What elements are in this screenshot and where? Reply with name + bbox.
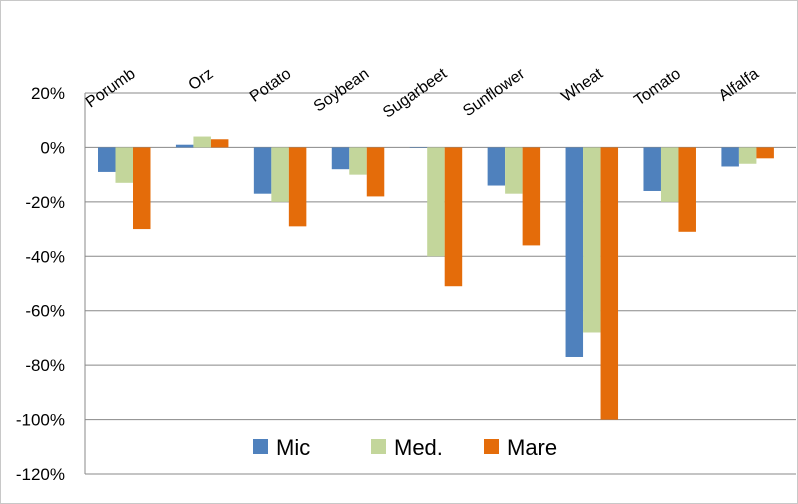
category-label: Soybean (311, 65, 372, 115)
bar (193, 136, 211, 148)
bar (583, 147, 601, 333)
category-label: Alfalfa (716, 65, 762, 104)
legend-label: Med. (394, 435, 443, 460)
bar (366, 147, 385, 197)
bar (738, 147, 757, 164)
bar (756, 147, 774, 159)
bar (175, 144, 194, 148)
bar (721, 147, 739, 167)
bar (253, 147, 272, 194)
bar (331, 147, 350, 170)
bar (505, 147, 523, 194)
bar (565, 147, 584, 357)
bar (288, 147, 307, 227)
bar (522, 147, 541, 246)
bar (210, 139, 229, 148)
y-tick-label: 0% (40, 138, 65, 157)
y-tick-label: -80% (25, 356, 65, 375)
y-tick-label: -40% (25, 247, 65, 266)
bar (349, 147, 367, 175)
legend-swatch (484, 439, 499, 454)
y-tick-label: 20% (31, 84, 65, 103)
y-tick-label: -100% (16, 411, 65, 430)
legend-label: Mare (507, 435, 557, 460)
category-label: Orz (186, 65, 217, 94)
y-tick-label: -60% (25, 302, 65, 321)
category-label: Wheat (558, 65, 606, 106)
bar (115, 147, 133, 183)
y-tick-label: -20% (25, 193, 65, 212)
category-label: Tomato (631, 65, 684, 109)
bar (600, 147, 619, 420)
bar (487, 147, 506, 186)
bar (678, 147, 696, 232)
y-tick-label: -120% (16, 465, 65, 484)
category-label: Porumb (83, 65, 139, 111)
bar (643, 147, 661, 191)
bar (271, 147, 289, 202)
bar (444, 147, 463, 287)
legend-swatch (371, 439, 386, 454)
bar (98, 147, 116, 172)
legend-label: Mic (276, 435, 310, 460)
bar (660, 147, 679, 202)
bar (409, 147, 428, 148)
bar (427, 147, 445, 257)
bar (133, 147, 151, 230)
legend-swatch (253, 439, 268, 454)
category-label: Potato (247, 65, 295, 106)
